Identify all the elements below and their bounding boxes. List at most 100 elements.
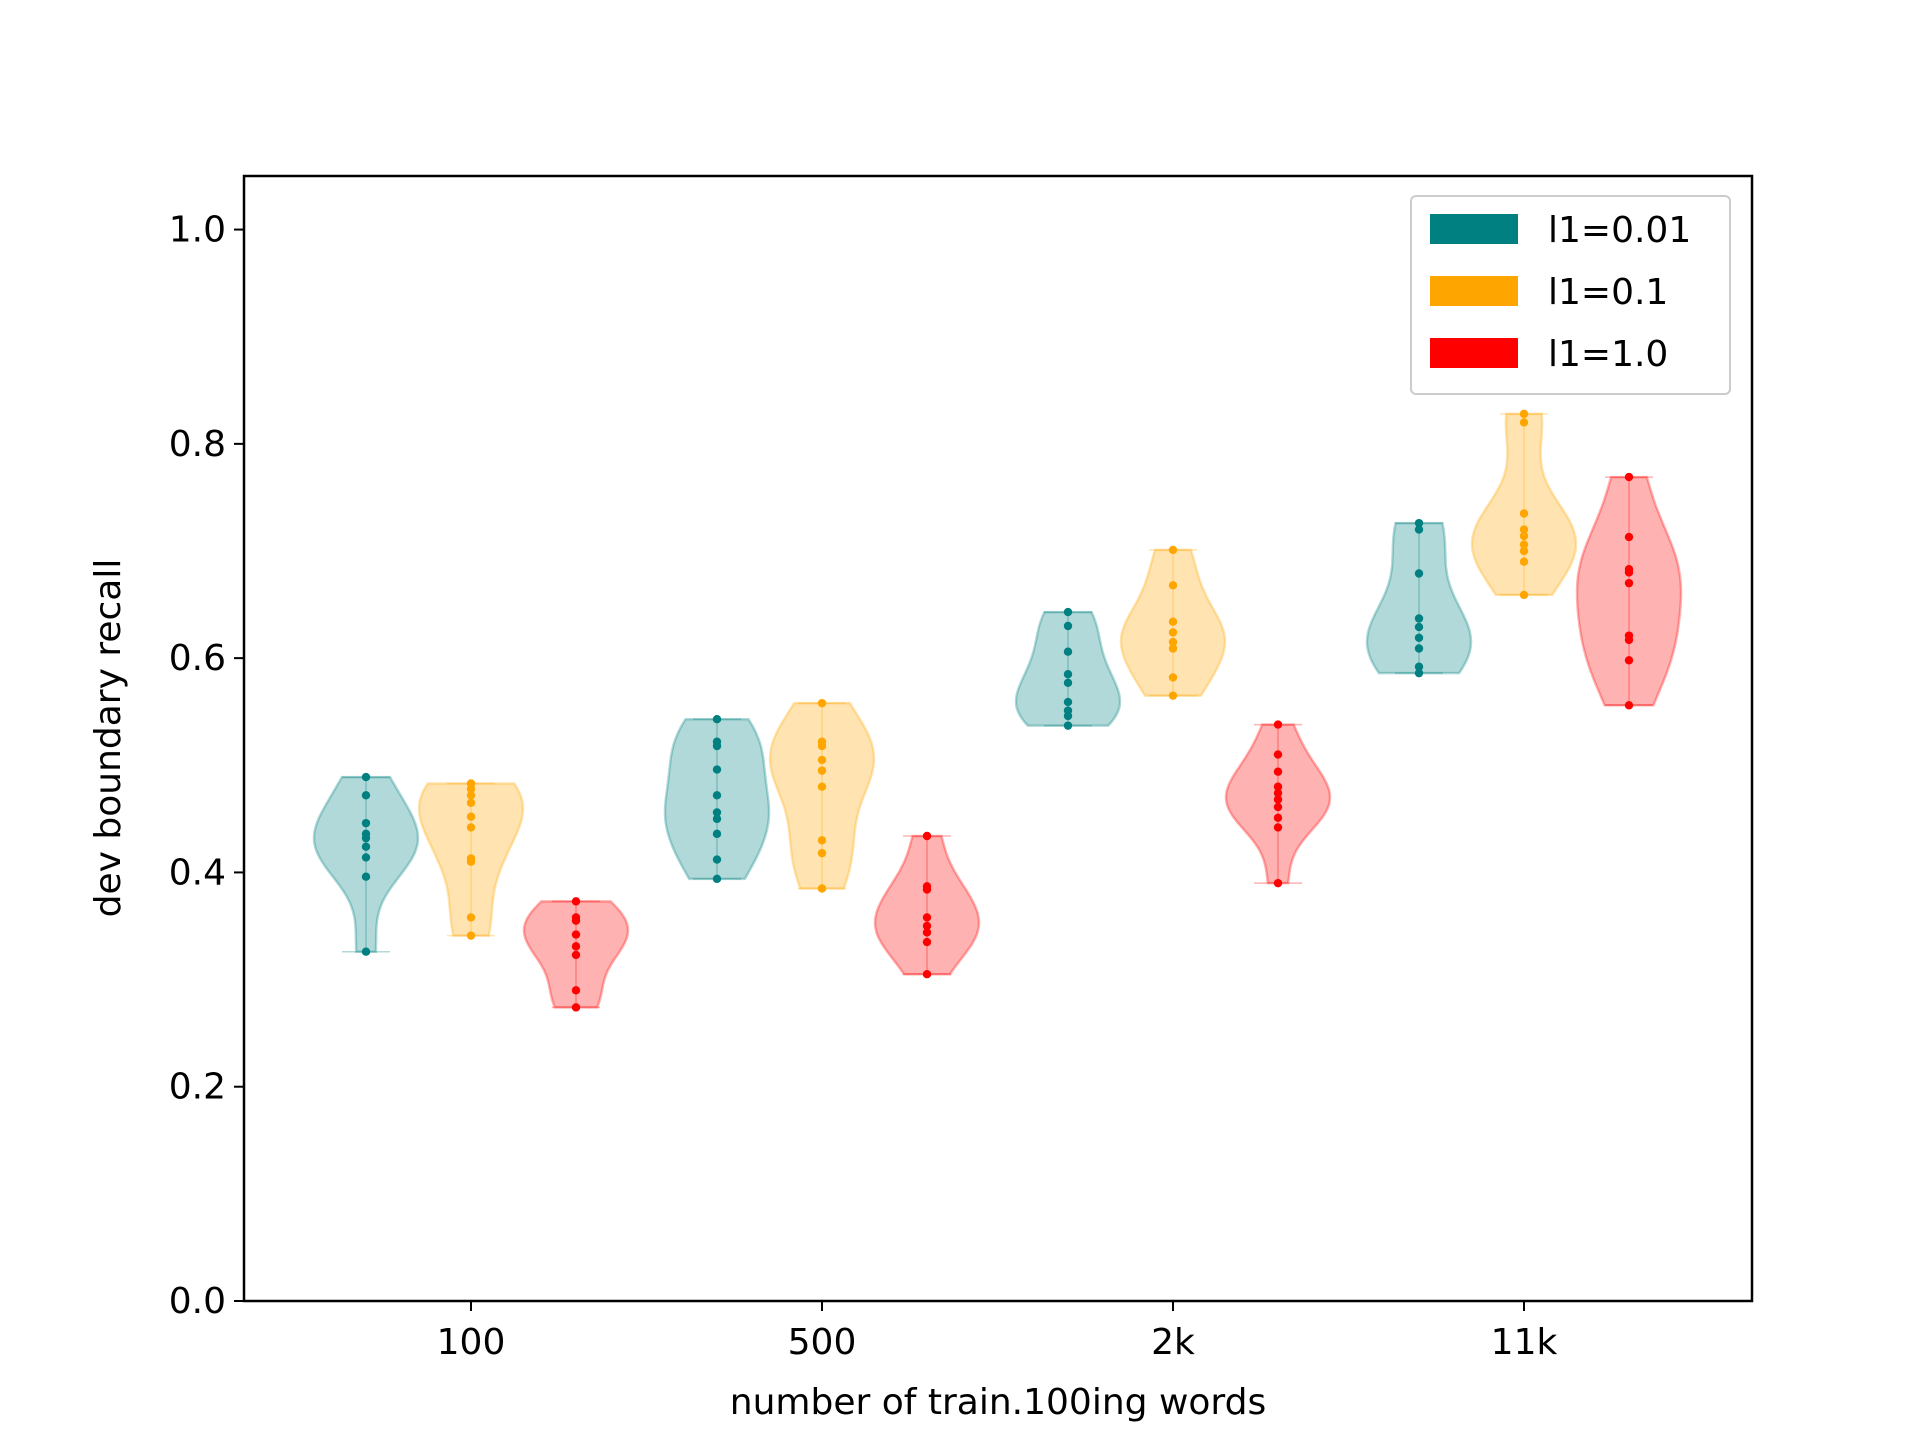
- data-point: [466, 798, 476, 807]
- data-point: [817, 698, 827, 708]
- data-point: [571, 950, 581, 960]
- violin-l1=0.1-11k: [1470, 409, 1578, 600]
- data-point: [712, 814, 722, 824]
- data-point: [1519, 409, 1529, 419]
- data-point: [1168, 545, 1178, 555]
- legend-swatch: [1430, 214, 1518, 244]
- data-point: [1273, 823, 1283, 832]
- data-point: [1168, 637, 1178, 647]
- data-point: [922, 913, 932, 922]
- data-point: [922, 882, 932, 891]
- legend-swatch: [1430, 276, 1518, 306]
- data-point: [1414, 668, 1424, 678]
- data-point: [1414, 633, 1424, 642]
- x-tick-label: 11k: [1491, 1322, 1558, 1363]
- data-point: [1273, 788, 1283, 798]
- data-point: [1519, 546, 1529, 556]
- violin-l1=1.0-11k: [1575, 472, 1683, 710]
- data-point: [1519, 418, 1529, 427]
- data-point: [1168, 628, 1178, 637]
- y-tick-label: 0.4: [169, 852, 226, 893]
- data-point: [817, 782, 827, 791]
- data-point: [712, 791, 722, 800]
- data-point: [1519, 531, 1529, 541]
- violin-l1=0.01-11k: [1365, 518, 1473, 678]
- data-point: [361, 842, 371, 851]
- data-point: [466, 812, 476, 821]
- data-point: [712, 737, 722, 746]
- data-point: [1414, 614, 1424, 623]
- data-point: [1414, 569, 1424, 578]
- data-point: [1273, 750, 1283, 759]
- data-point: [1273, 795, 1283, 804]
- data-point: [1273, 802, 1283, 812]
- data-point: [466, 854, 476, 863]
- violin-l1=1.0-2k: [1224, 720, 1332, 888]
- data-point: [1519, 590, 1529, 600]
- violin-layer: [312, 409, 1683, 1012]
- data-point: [817, 737, 827, 746]
- data-point: [1168, 691, 1178, 700]
- data-point: [712, 855, 722, 864]
- data-point: [466, 823, 476, 832]
- data-point: [571, 897, 581, 906]
- data-point: [1063, 697, 1073, 707]
- x-axis: 100 500 2k 11k: [437, 1301, 1558, 1363]
- data-point: [1273, 813, 1283, 822]
- data-point: [1624, 565, 1634, 574]
- legend: l1=0.01 l1=0.1 l1=1.0: [1410, 195, 1731, 395]
- x-tick-label: 2k: [1151, 1322, 1195, 1363]
- legend-swatch: [1430, 338, 1518, 368]
- data-point: [712, 829, 722, 839]
- y-axis: 0.0 0.2 0.4 0.6 0.8 1.0: [169, 210, 244, 1322]
- violin-body: [1365, 521, 1473, 675]
- plot-frame: [242, 174, 1754, 1303]
- data-point: [1624, 701, 1634, 710]
- data-point: [466, 913, 476, 922]
- y-tick-label: 0.2: [169, 1067, 226, 1108]
- violin-l1=0.1-2k: [1119, 545, 1227, 700]
- data-point: [1624, 578, 1634, 588]
- y-tick-label: 0.8: [169, 424, 226, 465]
- data-point: [922, 970, 932, 979]
- data-point: [1273, 720, 1283, 729]
- violin-body: [768, 701, 876, 890]
- data-point: [1414, 662, 1424, 671]
- data-point: [1624, 472, 1634, 482]
- data-point: [922, 921, 932, 931]
- data-point: [1414, 644, 1424, 653]
- data-point: [1624, 532, 1634, 542]
- y-tick-label: 0.0: [169, 1281, 226, 1322]
- data-point: [361, 829, 371, 839]
- data-point: [361, 947, 371, 956]
- data-point: [571, 1003, 581, 1012]
- data-point: [1519, 525, 1529, 534]
- data-point: [1063, 607, 1073, 617]
- violin-l1=0.01-500: [663, 715, 771, 884]
- data-point: [1063, 706, 1073, 715]
- data-point: [1519, 509, 1529, 518]
- violin-body: [1575, 475, 1683, 707]
- data-point: [817, 848, 827, 858]
- legend-label: l1=0.01: [1548, 210, 1691, 251]
- data-point: [1168, 581, 1178, 590]
- data-point: [922, 831, 932, 841]
- data-point: [571, 942, 581, 951]
- x-axis-label: number of train.100ing words: [730, 1382, 1266, 1423]
- data-point: [1624, 656, 1634, 665]
- violin-l1=0.01-100: [312, 772, 420, 956]
- data-point: [466, 931, 476, 940]
- data-point: [1519, 557, 1529, 566]
- y-tick-label: 0.6: [169, 638, 226, 679]
- data-point: [922, 937, 932, 947]
- data-point: [361, 772, 371, 782]
- data-point: [361, 818, 371, 828]
- data-point: [1063, 647, 1073, 656]
- legend-label: l1=0.1: [1548, 272, 1668, 313]
- data-point: [1414, 525, 1424, 534]
- data-point: [1273, 767, 1283, 776]
- data-point: [361, 853, 371, 862]
- violin-l1=1.0-500: [873, 831, 981, 979]
- data-point: [571, 913, 581, 922]
- data-point: [817, 884, 827, 893]
